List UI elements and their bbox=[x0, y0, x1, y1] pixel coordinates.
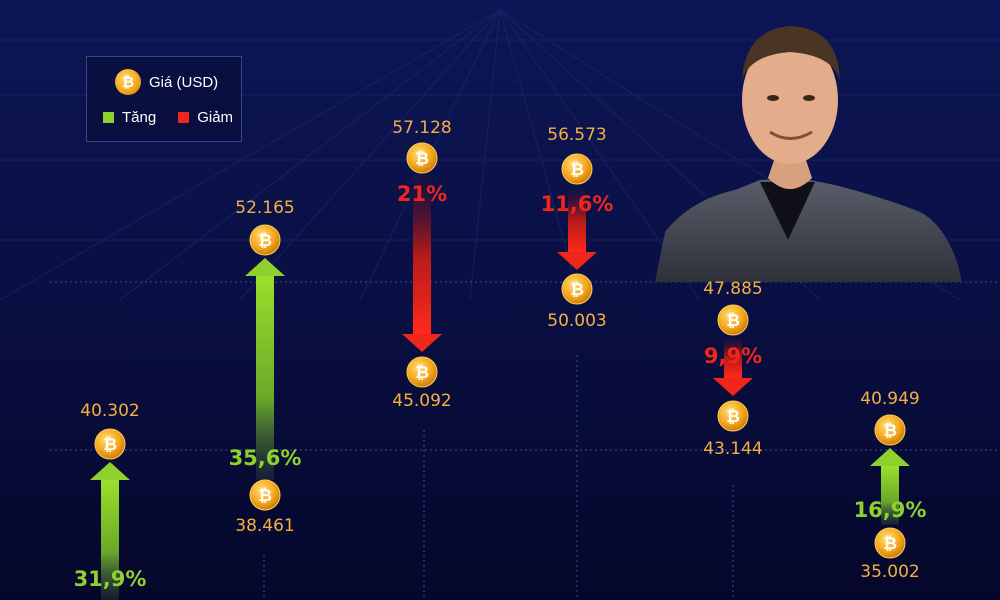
percent-change-label: 9,9% bbox=[704, 344, 762, 368]
price-label-bottom: 50.003 bbox=[547, 311, 606, 331]
bitcoin-icon-symbol: ₿ bbox=[726, 407, 740, 427]
percent-change-label: 16,9% bbox=[854, 498, 927, 522]
percent-change-label: 31,9% bbox=[74, 567, 147, 591]
arrow-down-shaft bbox=[724, 338, 742, 378]
percent-change-label: 35,6% bbox=[229, 446, 302, 470]
price-label-top: 40.949 bbox=[860, 389, 919, 409]
price-label-top: 56.573 bbox=[547, 125, 606, 145]
price-label-top: 47.885 bbox=[703, 279, 762, 299]
percent-change-label: 11,6% bbox=[541, 192, 614, 216]
bitcoin-icon bbox=[717, 304, 749, 336]
legend-price-label: Giá (USD) bbox=[149, 73, 219, 91]
price-label-bottom: 43.144 bbox=[703, 439, 762, 459]
bitcoin-icon-symbol: ₿ bbox=[570, 280, 584, 300]
arrow-down-icon bbox=[713, 378, 753, 396]
legend: ₿ Giá (USD) Tăng Giảm bbox=[86, 56, 242, 142]
price-label-top: 40.302 bbox=[80, 401, 139, 421]
bitcoin-icon: ₿ bbox=[115, 69, 141, 95]
legend-up-label: Tăng bbox=[122, 109, 157, 126]
bitcoin-icon bbox=[717, 400, 749, 432]
bitcoin-icon-symbol: ₿ bbox=[258, 231, 272, 251]
legend-down-swatch bbox=[178, 112, 190, 123]
arrow-up-icon bbox=[245, 258, 285, 276]
bitcoin-icon-symbol: ₿ bbox=[883, 421, 897, 441]
bitcoin-icon-symbol: ₿ bbox=[883, 534, 897, 554]
price-label-top: 52.165 bbox=[235, 198, 294, 218]
bitcoin-icon-symbol: ₿ bbox=[415, 149, 429, 169]
bitcoin-icon bbox=[874, 527, 906, 559]
arrow-down-icon bbox=[402, 334, 442, 352]
bitcoin-icon-symbol: ₿ bbox=[726, 311, 740, 331]
bitcoin-icon-symbol: ₿ bbox=[258, 486, 272, 506]
bitcoin-icon-symbol: ₿ bbox=[415, 363, 429, 383]
legend-up-swatch bbox=[103, 112, 114, 123]
price-label-top: 57.128 bbox=[392, 118, 451, 138]
arrow-up-icon bbox=[90, 462, 130, 480]
bitcoin-icon bbox=[249, 479, 281, 511]
bitcoin-icon bbox=[406, 356, 438, 388]
percent-change-label: 21% bbox=[397, 182, 447, 206]
bitcoin-icon bbox=[874, 414, 906, 446]
arrow-up-shaft bbox=[881, 466, 899, 525]
legend-down-label: Giảm bbox=[197, 109, 234, 126]
bitcoin-icon bbox=[406, 142, 438, 174]
person-photo bbox=[655, 26, 962, 282]
bitcoin-icon bbox=[561, 153, 593, 185]
arrow-up-shaft bbox=[256, 276, 274, 480]
bitcoin-icon bbox=[561, 273, 593, 305]
arrow-down-shaft bbox=[568, 188, 586, 252]
bitcoin-icon bbox=[94, 428, 126, 460]
price-label-bottom: 35.002 bbox=[860, 562, 919, 582]
arrow-down-icon bbox=[557, 252, 597, 270]
price-label-bottom: 45.092 bbox=[392, 391, 451, 411]
arrow-up-icon bbox=[870, 448, 910, 466]
bitcoin-icon-symbol: ₿ bbox=[103, 435, 117, 455]
bitcoin-icon bbox=[249, 224, 281, 256]
arrow-down-shaft bbox=[413, 175, 431, 334]
price-label-bottom: 38.461 bbox=[235, 516, 294, 536]
bitcoin-icon-symbol: ₿ bbox=[570, 160, 584, 180]
arrow-up-shaft bbox=[101, 480, 119, 600]
